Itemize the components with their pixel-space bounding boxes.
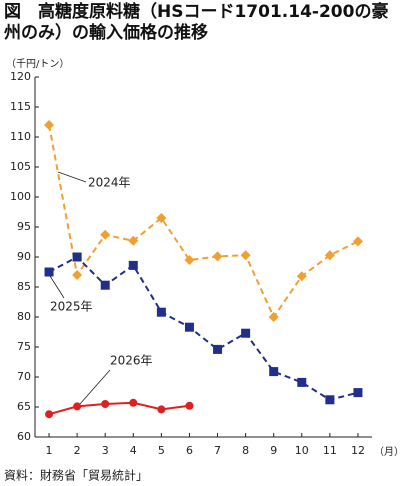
x-tick-label: 10 xyxy=(295,444,309,457)
x-tick-label: 12 xyxy=(351,444,365,457)
y-tick-label: 110 xyxy=(10,130,31,143)
x-tick-label: 8 xyxy=(242,444,249,457)
point xyxy=(213,344,223,354)
point xyxy=(72,252,82,262)
point xyxy=(325,395,335,405)
point xyxy=(352,236,363,247)
leader-line xyxy=(57,171,87,183)
series-label: 2025年 xyxy=(50,300,93,314)
point xyxy=(296,271,307,282)
source: 資料：財務省「貿易統計」 xyxy=(4,468,148,483)
x-tick-label: 3 xyxy=(102,444,109,457)
y-tick-label: 60 xyxy=(17,430,31,443)
x-tick-label: 2 xyxy=(74,444,81,457)
y-tick-label: 90 xyxy=(17,250,31,263)
point xyxy=(269,367,279,377)
y-tick-label: 65 xyxy=(17,400,31,413)
y-tick-label: 80 xyxy=(17,310,31,323)
x-tick-label: 1 xyxy=(46,444,53,457)
point xyxy=(73,402,82,411)
point xyxy=(157,405,166,414)
point xyxy=(185,401,194,410)
point xyxy=(297,377,307,387)
series-line xyxy=(48,401,190,416)
series-line xyxy=(48,124,359,320)
x-unit: （月） xyxy=(374,446,400,458)
leader-line xyxy=(79,369,111,405)
leader-line xyxy=(49,275,65,299)
point xyxy=(101,400,110,408)
y-tick-label: 95 xyxy=(17,220,31,233)
x-tick-label: 4 xyxy=(130,444,137,457)
point xyxy=(72,270,83,280)
point xyxy=(128,235,139,246)
point xyxy=(241,328,251,338)
point xyxy=(129,398,138,407)
point xyxy=(268,312,279,322)
x-tick-label: 5 xyxy=(158,444,165,457)
y-tick-label: 85 xyxy=(17,280,31,293)
point xyxy=(128,260,138,270)
series-label: 2026年 xyxy=(110,354,153,368)
y-tick-label: 105 xyxy=(10,160,31,173)
point xyxy=(45,410,54,419)
point xyxy=(240,250,251,261)
y-tick-label: 115 xyxy=(10,100,31,113)
point xyxy=(156,307,166,317)
y-tick-label: 100 xyxy=(10,190,31,203)
x-tick-label: 11 xyxy=(323,444,337,457)
series-line xyxy=(48,255,359,401)
point xyxy=(184,322,194,332)
point xyxy=(156,213,167,223)
point xyxy=(184,255,195,265)
point xyxy=(44,267,54,277)
y-tick-label: 75 xyxy=(17,340,31,353)
y-unit: （千円/トン） xyxy=(6,58,69,70)
x-tick-label: 6 xyxy=(186,444,193,457)
point xyxy=(324,250,335,261)
x-tick-label: 7 xyxy=(214,444,221,457)
point xyxy=(44,120,55,130)
chart-title: 図 高糖度原料糖（HSコード1701.14-200の豪州のみ）の輸入価格の推移 xyxy=(4,2,389,43)
series-label: 2024年 xyxy=(88,176,131,190)
point xyxy=(100,229,111,240)
y-tick-label: 120 xyxy=(10,70,31,83)
x-tick-label: 9 xyxy=(270,444,277,457)
point xyxy=(353,388,363,398)
point xyxy=(100,280,110,290)
y-tick-label: 70 xyxy=(17,370,31,383)
point xyxy=(212,251,223,262)
